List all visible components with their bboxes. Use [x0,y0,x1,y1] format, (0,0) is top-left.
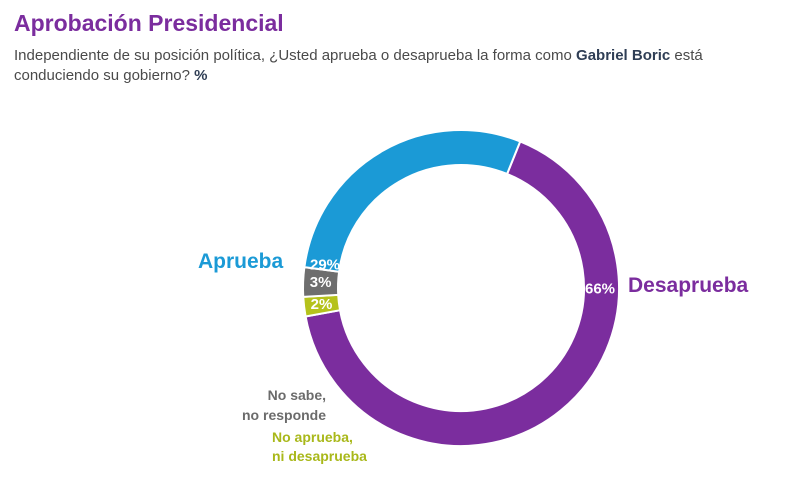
value-label-no-sabe: 3% [310,274,332,291]
subtitle-question-end: está conduciendo su gobierno? [14,47,703,84]
value-label-desaprueba: 66% [585,281,615,298]
legend-label-no-sabe-line2: no responde [242,407,327,423]
subtitle-president-name: Gabriel Boric [576,47,671,64]
legend-label-ni-aprueba-ni-desaprueba: No aprueba, ni desaprueba [272,428,367,466]
legend-label-aprueba: Aprueba [198,250,284,273]
chart-title: Aprobación Presidencial [14,10,284,36]
segment-desaprueba [304,140,620,447]
legend-label-no-sabe: No sabe, no responde [242,385,326,425]
legend-label-ni-line1: No aprueba, [272,429,353,445]
chart-subtitle: Independiente de su posición política, ¿… [14,46,784,86]
segment-aprueba [303,129,522,273]
subtitle-unit: % [194,67,208,84]
legend-label-ni-line2: ni desaprueba [272,448,367,464]
subtitle-question: Independiente de su posición política, ¿… [14,47,577,64]
value-label-ni: 2% [311,296,333,313]
value-label-aprueba: 29% [310,257,340,274]
legend-label-no-sabe-line1: No sabe, [267,387,327,403]
legend-label-desaprueba: Desaprueba [628,274,749,297]
